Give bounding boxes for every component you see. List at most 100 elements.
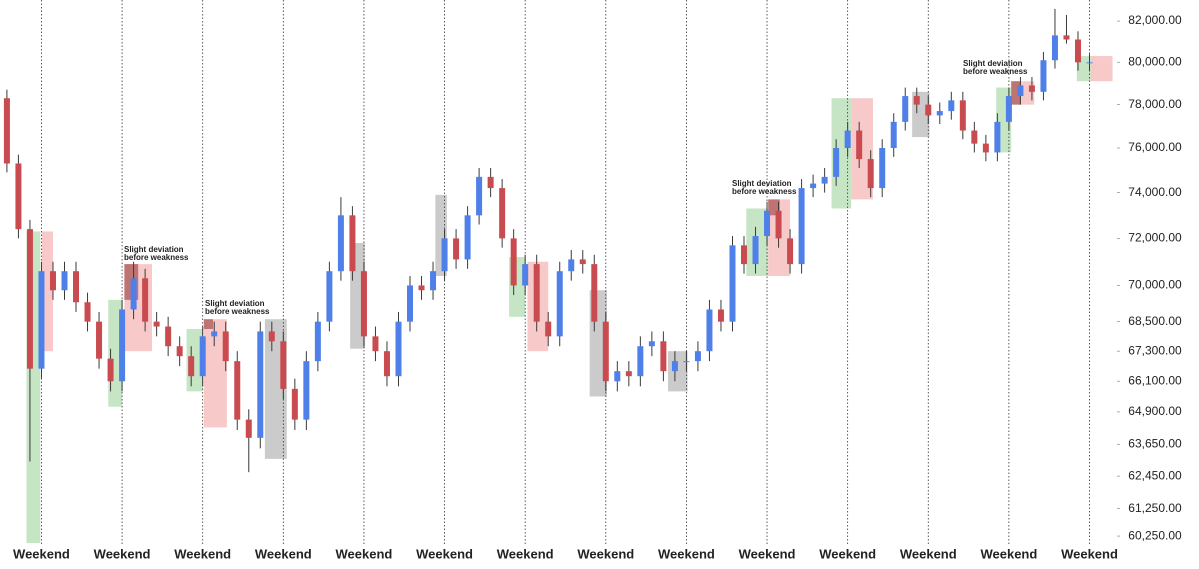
annotation: Slight deviation <box>124 245 184 254</box>
candle-body <box>545 321 552 337</box>
candle-body <box>395 321 402 377</box>
candle-body <box>625 371 632 377</box>
candle-body <box>38 271 45 369</box>
candle-body <box>349 215 356 272</box>
candle-body <box>280 341 287 389</box>
annotation: before weakness <box>732 187 797 196</box>
candles <box>3 8 1093 473</box>
candle-body <box>959 100 966 131</box>
candle-body <box>671 361 678 372</box>
y-tick-label: 68,500.00 <box>1128 314 1182 328</box>
candle-body <box>418 285 425 291</box>
zone <box>42 231 53 352</box>
labels: Weekend Weekend Weekend Weekend Weekend Weeke… <box>13 13 1182 561</box>
candle-body <box>741 245 747 265</box>
candle-body <box>453 238 460 260</box>
candle-body <box>245 419 252 438</box>
candle-body <box>176 346 183 357</box>
candle-body <box>775 210 782 239</box>
candle-body <box>533 264 540 322</box>
candle-body <box>188 356 195 377</box>
candle-body <box>798 188 805 265</box>
candle-body <box>890 121 897 149</box>
candle-body <box>729 245 736 322</box>
y-tick-label: 67,300.00 <box>1128 343 1182 357</box>
candle-body <box>510 238 517 286</box>
candle-body <box>234 361 241 420</box>
candle-body <box>1074 39 1081 63</box>
candle-body <box>73 271 80 303</box>
annotation: before weakness <box>205 307 270 316</box>
candle-body <box>476 176 483 216</box>
candle-body <box>568 259 575 272</box>
x-tick-label: Weekend <box>819 546 876 561</box>
x-tick-label: Weekend <box>336 546 393 561</box>
zone <box>768 199 780 216</box>
candle-body <box>430 271 437 291</box>
candle-body <box>407 285 414 322</box>
weekend-lines <box>41 0 1090 545</box>
candle-body <box>199 336 206 377</box>
candle-body <box>119 309 126 382</box>
candle-body <box>717 309 724 322</box>
x-tick-label: Weekend <box>497 546 554 561</box>
x-tick-label: Weekend <box>658 546 715 561</box>
candle-body <box>222 331 229 362</box>
candle-body <box>764 210 771 237</box>
zone <box>435 194 447 276</box>
candle-body <box>303 361 310 420</box>
candle-body <box>49 271 56 291</box>
x-tick-label: Weekend <box>94 546 151 561</box>
candle-body <box>1005 96 1012 122</box>
x-tick-label: Weekend <box>416 546 473 561</box>
y-tick-label: 78,000.00 <box>1128 97 1182 111</box>
candle-body <box>614 371 621 382</box>
candle-body <box>1086 62 1093 64</box>
x-tick-label: Weekend <box>255 546 312 561</box>
zone <box>203 319 214 329</box>
candle-body <box>913 96 920 105</box>
candle-body <box>948 100 955 112</box>
candle-body <box>314 321 321 362</box>
y-tick-label: 61,250.00 <box>1128 501 1182 515</box>
x-tick-label: Weekend <box>739 546 796 561</box>
annotation: before weakness <box>124 253 189 262</box>
candle-body <box>153 321 160 327</box>
candle-body <box>464 215 471 260</box>
candle-body <box>522 264 529 286</box>
candle-body <box>844 130 851 149</box>
candle-body <box>925 104 932 116</box>
candle-body <box>130 278 137 310</box>
candle-body <box>96 321 103 359</box>
candle-body <box>142 278 149 322</box>
x-tick-label: Weekend <box>577 546 634 561</box>
candle-body <box>26 229 33 369</box>
candle-body <box>694 351 701 362</box>
y-tick-label: 74,000.00 <box>1128 185 1182 199</box>
y-tick-label: 60,250.00 <box>1128 528 1182 542</box>
zones <box>26 56 1113 544</box>
candle-body <box>683 361 690 363</box>
candle-body <box>982 143 989 153</box>
candle-body <box>499 188 506 239</box>
candle-body <box>833 148 840 177</box>
candle-body <box>856 130 863 160</box>
candle-body <box>372 336 379 352</box>
candle-body <box>268 331 275 342</box>
candle-body <box>971 130 978 144</box>
candle-body <box>637 346 644 377</box>
candle-body <box>107 358 114 382</box>
y-tick-label: 62,450.00 <box>1128 468 1182 482</box>
y-tick-label: 70,000.00 <box>1128 278 1182 292</box>
candle-body <box>556 271 563 337</box>
candle-body <box>706 309 713 352</box>
candle-body <box>326 271 333 322</box>
zone <box>667 351 688 392</box>
candle-body <box>383 351 390 377</box>
y-tick-label: 76,000.00 <box>1128 140 1182 154</box>
candle-body <box>579 259 586 265</box>
candle-body <box>936 111 943 116</box>
x-tick-label: Weekend <box>980 546 1037 561</box>
candle-body <box>487 176 494 189</box>
